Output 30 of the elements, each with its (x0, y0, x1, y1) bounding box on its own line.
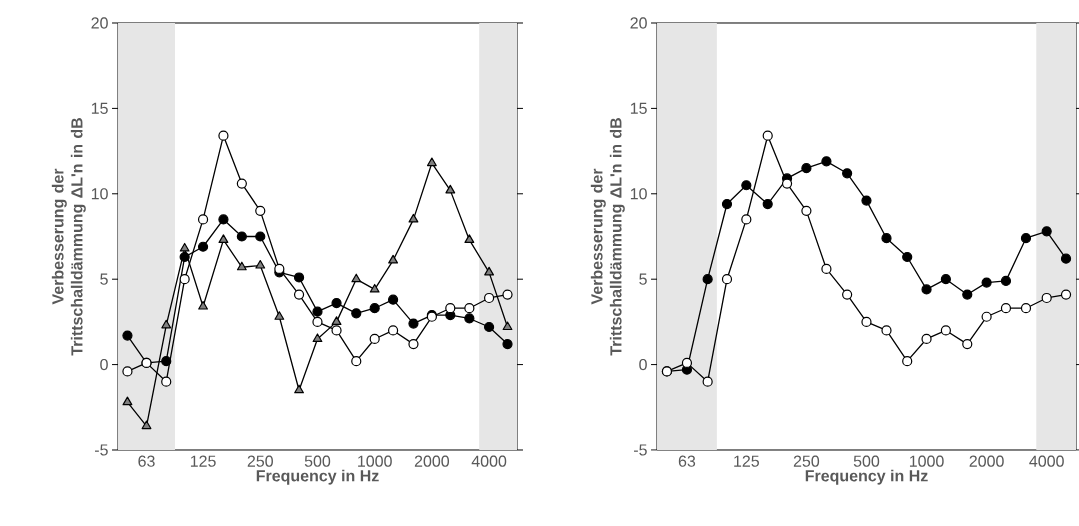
y-axis-title: Verbesserung der Trittschalldämmung ΔL'n in dB (51, 118, 86, 356)
x-tick-label: 2000 (969, 455, 1004, 467)
x-tick-label: 500 (304, 455, 331, 467)
y-tick-label: -5 (94, 444, 108, 456)
x-tick-label: 63 (678, 455, 696, 467)
y-tick-label: -5 (633, 444, 647, 456)
y-tick-label: 0 (639, 358, 647, 371)
y-tick-label: 10 (630, 188, 647, 200)
y-tick-label: 5 (100, 273, 108, 285)
x-tick-label: 63 (138, 455, 155, 467)
x-axis-title: Frequency in Hz (256, 469, 379, 485)
y-tick-label: 20 (91, 17, 108, 29)
y-tick-label: 15 (630, 102, 647, 114)
y-axis-title: Verbesserung der Trittschalldämmung ΔL'n in dB (590, 118, 625, 356)
x-tick-label: 500 (853, 455, 880, 467)
x-tick-label: 1000 (909, 455, 944, 467)
x-tick-label: 2000 (414, 455, 450, 467)
x-tick-label: 125 (190, 455, 216, 467)
y-tick-label: 5 (639, 273, 647, 285)
y-tick-label: 15 (91, 102, 108, 114)
y-tick-label: 0 (100, 358, 108, 371)
x-tick-label: 4000 (471, 455, 507, 467)
x-tick-label: 4000 (1029, 455, 1064, 467)
x-tick-label: 1000 (358, 455, 392, 467)
x-axis-title: Frequency in Hz (805, 469, 928, 485)
x-tick-label: 250 (793, 455, 820, 467)
x-tick-label: 250 (247, 455, 273, 467)
y-tick-label: 10 (91, 188, 108, 200)
y-tick-label: 20 (630, 17, 647, 29)
x-tick-label: 125 (734, 455, 759, 467)
